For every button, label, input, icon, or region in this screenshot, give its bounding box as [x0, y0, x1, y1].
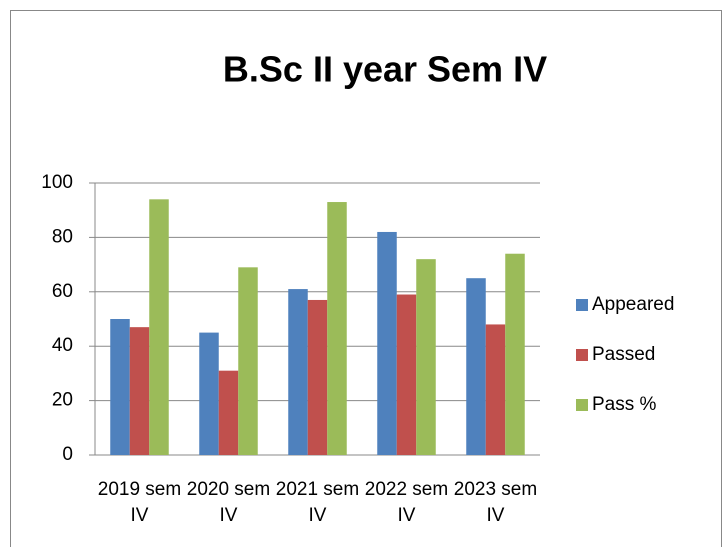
- chart-title: B.Sc II year Sem IV: [223, 49, 547, 90]
- bar: [238, 267, 258, 455]
- bar: [288, 289, 308, 455]
- bar: [485, 324, 506, 455]
- bar: [377, 231, 397, 455]
- bar: [199, 332, 219, 455]
- bar: [149, 199, 169, 455]
- bar: [129, 327, 150, 455]
- x-tick-label: 2019 sem IV: [97, 479, 182, 526]
- y-tick-label: 0: [62, 444, 73, 465]
- chart-border: [10, 10, 722, 547]
- y-tick-label: 20: [52, 390, 73, 411]
- bar: [505, 253, 525, 455]
- legend-swatch: [576, 349, 588, 361]
- y-tick-label: 100: [41, 172, 73, 193]
- y-tick-label: 80: [52, 226, 73, 247]
- legend-label: Pass %: [592, 394, 657, 415]
- y-tick-label: 40: [52, 335, 73, 356]
- x-tick-label: 2020 sem IV: [186, 479, 271, 526]
- legend-label: Passed: [592, 344, 655, 365]
- bar: [396, 294, 417, 455]
- bar: [218, 370, 239, 455]
- x-tick-label: 2021 sem IV: [275, 479, 360, 526]
- bar: [416, 259, 436, 455]
- y-tick-label: 60: [52, 281, 73, 302]
- legend-swatch: [576, 299, 588, 311]
- legend-swatch: [576, 399, 588, 411]
- bar: [466, 278, 486, 455]
- bar: [327, 202, 347, 455]
- x-tick-label: 2022 sem IV: [364, 479, 449, 526]
- legend-label: Appeared: [592, 294, 674, 315]
- bar: [307, 299, 328, 455]
- bar: [110, 319, 130, 455]
- x-tick-label: 2023 sem IV: [453, 479, 538, 526]
